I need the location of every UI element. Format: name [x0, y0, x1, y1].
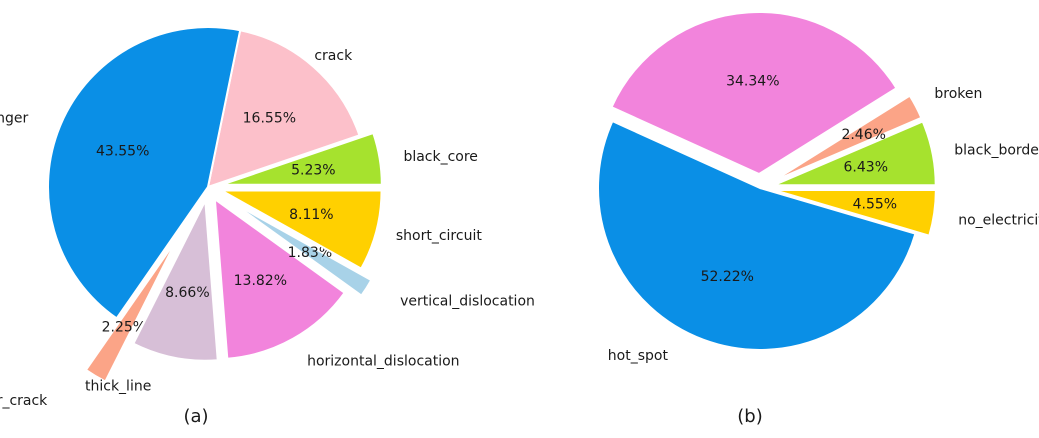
panel-label-b: (b): [737, 406, 762, 427]
pie-slice-black-border: [773, 120, 937, 187]
slice-label-short-circuit: short_circuit: [396, 228, 482, 244]
pie-slice-vertical-dislocation: [231, 201, 373, 297]
slice-percent-thick-line: 8.66%: [165, 285, 209, 301]
slice-label-star-crack: star_crack: [0, 393, 48, 409]
slice-label-vertical-dislocation: vertical_dislocation: [400, 294, 535, 310]
pie-slice-horizontal-dislocation: [213, 197, 347, 360]
slice-percent-finger: 43.55%: [96, 143, 149, 159]
slice-label-thick-line: thick_line: [85, 378, 151, 394]
pie-chart-a: black_core 5.23% crack 16.55% finger 43.55% st…: [0, 26, 535, 409]
slice-percent-vertical-dislocation: 1.83%: [288, 245, 332, 261]
slice-label-crack: crack: [314, 48, 353, 64]
pie-slice-broken: [771, 94, 923, 183]
slice-label-black-core: black_core: [403, 149, 477, 165]
pie-slice-thick-line: [132, 197, 219, 362]
slice-percent-short-circuit: 8.11%: [289, 207, 333, 223]
pie-slice-crack: [206, 29, 361, 189]
slice-label-no-electricity: no_electricity: [958, 212, 1039, 228]
pie-slice-black-core: [221, 131, 383, 186]
slice-percent-horizontal-dislocation: 13.82%: [234, 273, 287, 289]
slice-percent-star-crack: 2.25%: [102, 319, 146, 335]
panel-label-a: (a): [183, 406, 208, 427]
slice-label-broken: broken: [934, 86, 982, 102]
pie-slice-short-circuit: [217, 189, 383, 270]
pie-slice-hot-spot: [597, 119, 917, 352]
slice-percent-hot-spot: 52.22%: [701, 269, 754, 285]
slice-label-horizontal-dislocation: horizontal_dislocation: [307, 354, 459, 370]
pie-slice-scratch: [610, 11, 898, 176]
pie-slice-star-crack: [84, 237, 179, 383]
slice-percent-broken: 2.46%: [841, 127, 885, 143]
slice-percent-black-core: 5.23%: [291, 163, 335, 179]
slice-percent-black-border: 6.43%: [844, 159, 888, 175]
pie-chart-b: black_border6.43%broken2.46%scratch34.34…: [597, 11, 1039, 364]
pie-slice-no-electricity: [773, 188, 937, 237]
slice-label-black-border: black_border: [954, 142, 1039, 158]
slice-percent-crack: 16.55%: [243, 110, 296, 126]
pie-slice-finger: [47, 26, 242, 320]
slice-label-hot-spot: hot_spot: [608, 348, 669, 364]
slice-percent-no-electricity: 4.55%: [853, 196, 897, 212]
slice-percent-scratch: 34.34%: [726, 73, 779, 89]
slice-label-finger: finger: [0, 111, 28, 127]
